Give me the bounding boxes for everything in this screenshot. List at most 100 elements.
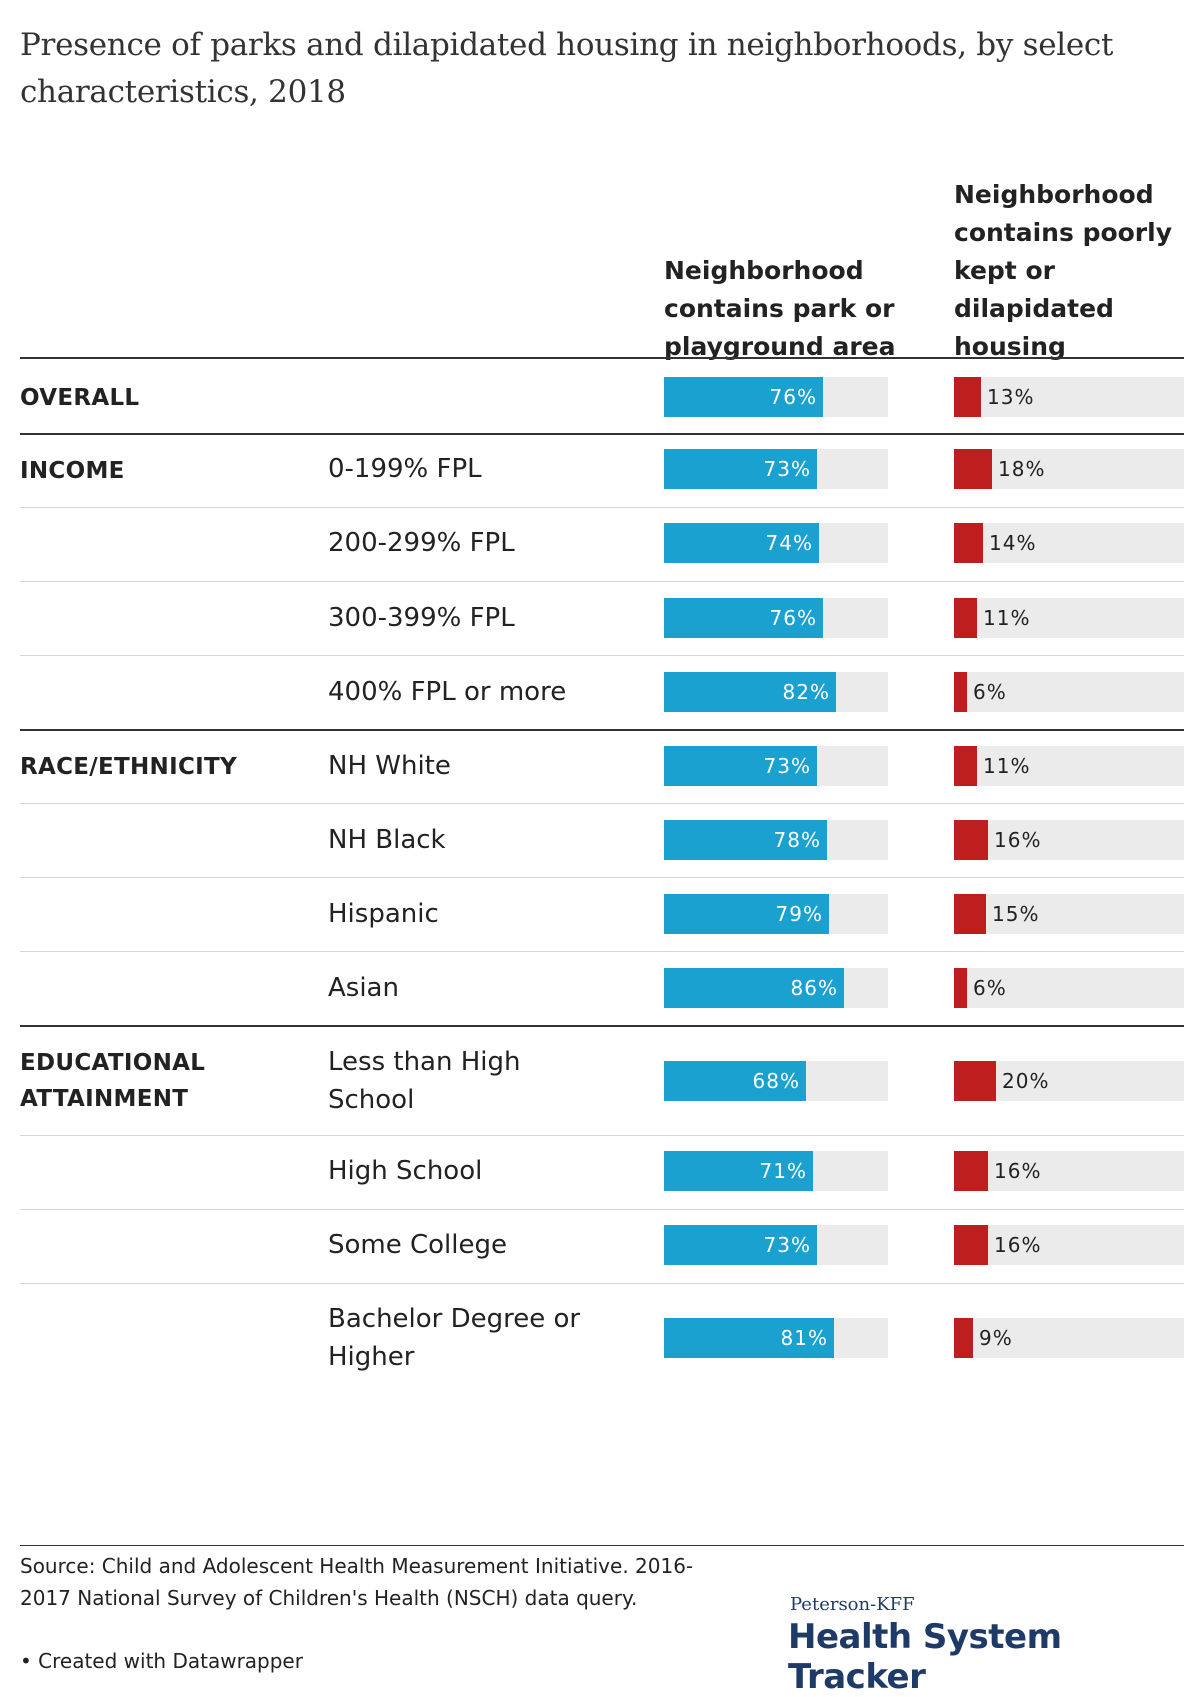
row-label: NH Black [328, 825, 446, 855]
housing-bar [954, 672, 967, 712]
group-divider [20, 729, 1184, 731]
park-bar [664, 672, 836, 712]
group-label: INCOME [20, 458, 125, 484]
group-divider [20, 1025, 1184, 1027]
park-bar-track: 73% [664, 746, 888, 786]
housing-bar [954, 449, 992, 489]
column-header-housing: Neighborhood contains poorly kept or dil… [954, 180, 1173, 361]
housing-bar-track: 20% [954, 1061, 1184, 1101]
housing-bar-track: 13% [954, 377, 1184, 417]
housing-bar-track: 6% [954, 968, 1184, 1008]
housing-bar [954, 523, 983, 563]
housing-value-label: 6% [973, 680, 1007, 704]
housing-bar-track: 11% [954, 746, 1184, 786]
group-label: OVERALL [20, 385, 140, 411]
housing-value-label: 13% [987, 385, 1035, 409]
park-value-label: 68% [752, 1069, 800, 1093]
park-value-label: 73% [763, 754, 811, 778]
housing-bar-track: 15% [954, 894, 1184, 934]
chart-title: Presence of parks and dilapidated housin… [20, 27, 1114, 110]
park-bar [664, 598, 823, 638]
park-bar [664, 968, 844, 1008]
row-label: 200-299% FPL [328, 528, 515, 558]
row-label: High School [328, 1156, 483, 1186]
housing-value-label: 15% [992, 902, 1040, 926]
park-bar-track: 68% [664, 1061, 888, 1101]
housing-value-label: 16% [994, 828, 1042, 852]
housing-bar-track: 16% [954, 820, 1184, 860]
housing-bar-track: 11% [954, 598, 1184, 638]
group-divider [20, 433, 1184, 435]
housing-bar [954, 598, 977, 638]
park-bar [664, 820, 827, 860]
housing-bar-track: 14% [954, 523, 1184, 563]
park-bar-track: 86% [664, 968, 888, 1008]
row-divider [20, 507, 1184, 508]
row-label: NH White [328, 751, 451, 781]
row-divider [20, 803, 1184, 804]
housing-bar-track: 16% [954, 1225, 1184, 1265]
park-bar-track: 81% [664, 1318, 888, 1358]
park-bar [664, 523, 819, 563]
park-value-label: 76% [769, 606, 817, 630]
housing-value-label: 14% [989, 531, 1037, 555]
park-bar-track: 79% [664, 894, 888, 934]
housing-value-label: 9% [979, 1326, 1013, 1350]
housing-value-label: 11% [983, 754, 1031, 778]
housing-bar-track: 16% [954, 1151, 1184, 1191]
housing-bar [954, 1318, 973, 1358]
row-label: 0-199% FPL [328, 454, 482, 484]
row-divider [20, 1135, 1184, 1136]
housing-bar [954, 820, 988, 860]
housing-bar-track: 6% [954, 672, 1184, 712]
row-label: Hispanic [328, 899, 439, 929]
row-label: Less than High School [328, 1047, 521, 1115]
park-bar-track: 82% [664, 672, 888, 712]
row-label: 400% FPL or more [328, 677, 567, 707]
park-bar-track: 73% [664, 449, 888, 489]
park-value-label: 74% [765, 531, 813, 555]
park-bar-track: 76% [664, 377, 888, 417]
park-bar-track: 76% [664, 598, 888, 638]
housing-bar [954, 1151, 988, 1191]
column-header-park: Neighborhood contains park or playground… [664, 256, 896, 361]
footer-divider [20, 1545, 1184, 1546]
park-bar [664, 1225, 817, 1265]
housing-bar [954, 746, 977, 786]
group-label: EDUCATIONAL ATTAINMENT [20, 1050, 206, 1112]
park-value-label: 71% [759, 1159, 807, 1183]
park-bar [664, 1151, 813, 1191]
park-bar [664, 1061, 806, 1101]
housing-bar-track: 18% [954, 449, 1184, 489]
housing-bar [954, 1225, 988, 1265]
park-value-label: 76% [769, 385, 817, 409]
row-label: Some College [328, 1230, 508, 1260]
housing-bar [954, 894, 986, 934]
park-value-label: 73% [763, 457, 811, 481]
brand-health-system-tracker: Health System Tracker [788, 1617, 1062, 1697]
row-divider [20, 581, 1184, 582]
row-divider [20, 1283, 1184, 1284]
park-bar-track: 71% [664, 1151, 888, 1191]
housing-bar [954, 968, 967, 1008]
park-bar [664, 1318, 834, 1358]
row-divider [20, 951, 1184, 952]
park-value-label: 86% [790, 976, 838, 1000]
row-divider [20, 655, 1184, 656]
housing-value-label: 6% [973, 976, 1007, 1000]
park-bar-track: 78% [664, 820, 888, 860]
header-divider [20, 357, 1184, 359]
park-value-label: 82% [782, 680, 830, 704]
park-bar-track: 73% [664, 1225, 888, 1265]
park-bar [664, 377, 823, 417]
park-value-label: 73% [763, 1233, 811, 1257]
housing-bar-track: 9% [954, 1318, 1184, 1358]
row-label: Bachelor Degree or Higher [328, 1304, 581, 1372]
row-label: Asian [328, 973, 399, 1003]
datawrapper-credit[interactable]: • Created with Datawrapper [20, 1649, 303, 1673]
group-label: RACE/ETHNICITY [20, 754, 237, 780]
housing-value-label: 18% [998, 457, 1046, 481]
park-bar [664, 449, 817, 489]
brand-peterson-kff: Peterson-KFF [790, 1594, 915, 1615]
housing-value-label: 20% [1002, 1069, 1050, 1093]
